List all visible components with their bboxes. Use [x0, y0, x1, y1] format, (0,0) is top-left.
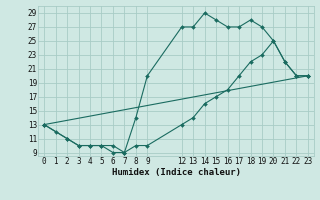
X-axis label: Humidex (Indice chaleur): Humidex (Indice chaleur) [111, 168, 241, 177]
